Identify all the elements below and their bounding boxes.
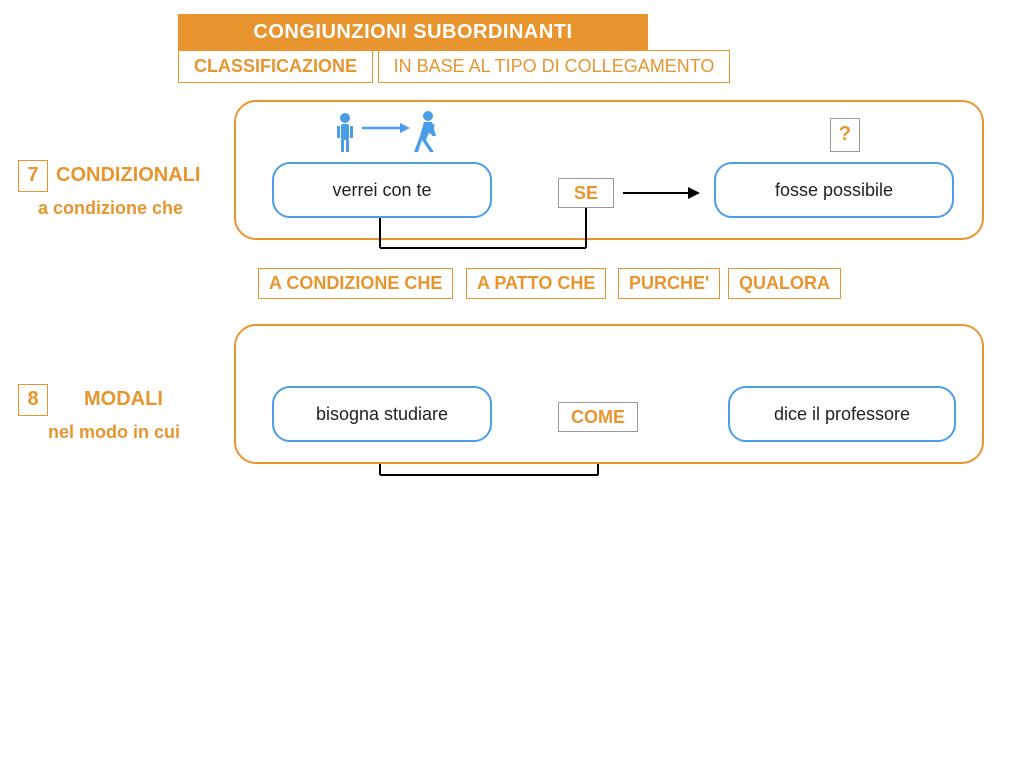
section1-left-clause: verrei con te xyxy=(272,162,492,218)
section2-left-clause: bisogna studiare xyxy=(272,386,492,442)
question-mark-icon: ? xyxy=(830,118,860,152)
section-1-label: CONDIZIONALI xyxy=(56,164,200,187)
section-2-number: 8 xyxy=(18,384,48,416)
example-3: PURCHE' xyxy=(618,268,720,299)
page-title: CONGIUNZIONI SUBORDINANTI xyxy=(178,14,648,51)
example-4: QUALORA xyxy=(728,268,841,299)
section-1-subtitle: a condizione che xyxy=(38,198,183,219)
section1-right-clause: fosse possibile xyxy=(714,162,954,218)
example-2: A PATTO CHE xyxy=(466,268,606,299)
classification-basis: IN BASE AL TIPO DI COLLEGAMENTO xyxy=(378,50,730,83)
classification-label: CLASSIFICAZIONE xyxy=(178,50,373,83)
section1-connector: SE xyxy=(558,178,614,208)
section-1-number: 7 xyxy=(18,160,48,192)
section2-connector: COME xyxy=(558,402,638,432)
section-2-subtitle: nel modo in cui xyxy=(48,422,180,443)
section-2-label: MODALI xyxy=(84,388,163,411)
section2-right-clause: dice il professore xyxy=(728,386,956,442)
example-1: A CONDIZIONE CHE xyxy=(258,268,453,299)
